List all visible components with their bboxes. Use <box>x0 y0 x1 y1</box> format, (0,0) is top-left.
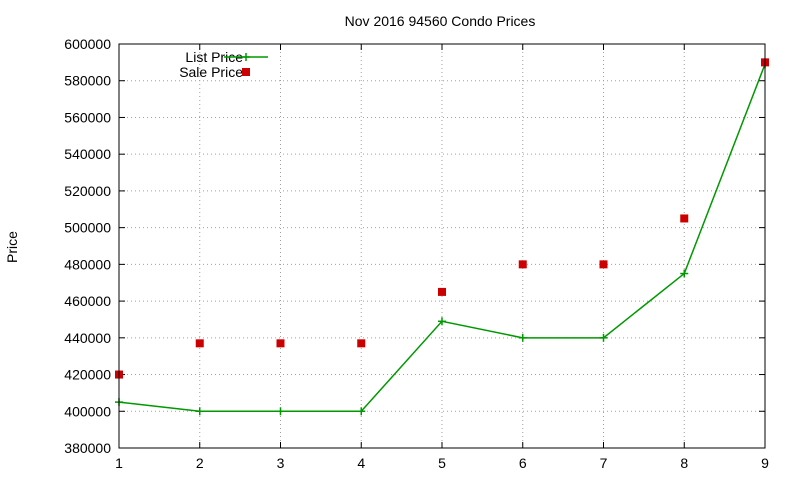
plot-frame <box>118 43 766 449</box>
x-tick-label: 9 <box>761 455 769 471</box>
sale-price-point <box>518 260 527 269</box>
grid <box>119 44 765 448</box>
x-tick-label: 1 <box>115 455 123 471</box>
legend-label: Sale Price <box>179 64 243 80</box>
y-tick-label: 420000 <box>64 367 111 383</box>
legend-label: List Price <box>185 49 243 65</box>
x-tick-label: 4 <box>357 455 365 471</box>
y-tick-label: 500000 <box>64 220 111 236</box>
x-tick-label: 2 <box>196 455 204 471</box>
sale-price-point <box>195 339 204 348</box>
y-tick-label: 560000 <box>64 109 111 125</box>
y-tick-label: 460000 <box>64 293 111 309</box>
y-tick-label: 480000 <box>64 256 111 272</box>
x-tick-label: 5 <box>438 455 446 471</box>
y-tick-label: 600000 <box>64 36 111 52</box>
y-axis-label: Price <box>4 231 20 263</box>
tick-labels: 380000 400000 420000 440000 460000 480000 5000… <box>64 36 769 471</box>
list-price-point <box>195 407 204 416</box>
y-tick-label: 520000 <box>64 183 111 199</box>
list-price-point <box>438 317 446 326</box>
sale-price-point <box>599 260 608 269</box>
list-price-point <box>518 333 527 342</box>
list-price-point <box>680 269 689 278</box>
y-tick-label: 380000 <box>64 440 111 456</box>
sale-price-point <box>438 287 446 296</box>
series-1 <box>115 58 769 379</box>
list-price-point <box>276 407 285 416</box>
series-0 <box>115 60 769 416</box>
list-price-point <box>357 407 366 416</box>
x-tick-label: 8 <box>680 455 688 471</box>
sale-price-point <box>357 339 366 348</box>
y-tick-label: 540000 <box>64 146 111 162</box>
x-tick-label: 6 <box>519 455 527 471</box>
y-tick-label: 400000 <box>64 403 111 419</box>
chart-title: Nov 2016 94560 Condo Prices <box>345 13 536 29</box>
x-tick-label: 7 <box>600 455 608 471</box>
sale-price-point <box>276 339 285 348</box>
y-tick-label: 580000 <box>64 73 111 89</box>
list-price-point <box>599 333 608 342</box>
legend-swatch-marker <box>242 68 250 76</box>
sale-price-point <box>680 214 689 223</box>
legend-swatch-marker <box>242 53 250 61</box>
y-tick-label: 440000 <box>64 330 111 346</box>
x-tick-label: 3 <box>277 455 285 471</box>
